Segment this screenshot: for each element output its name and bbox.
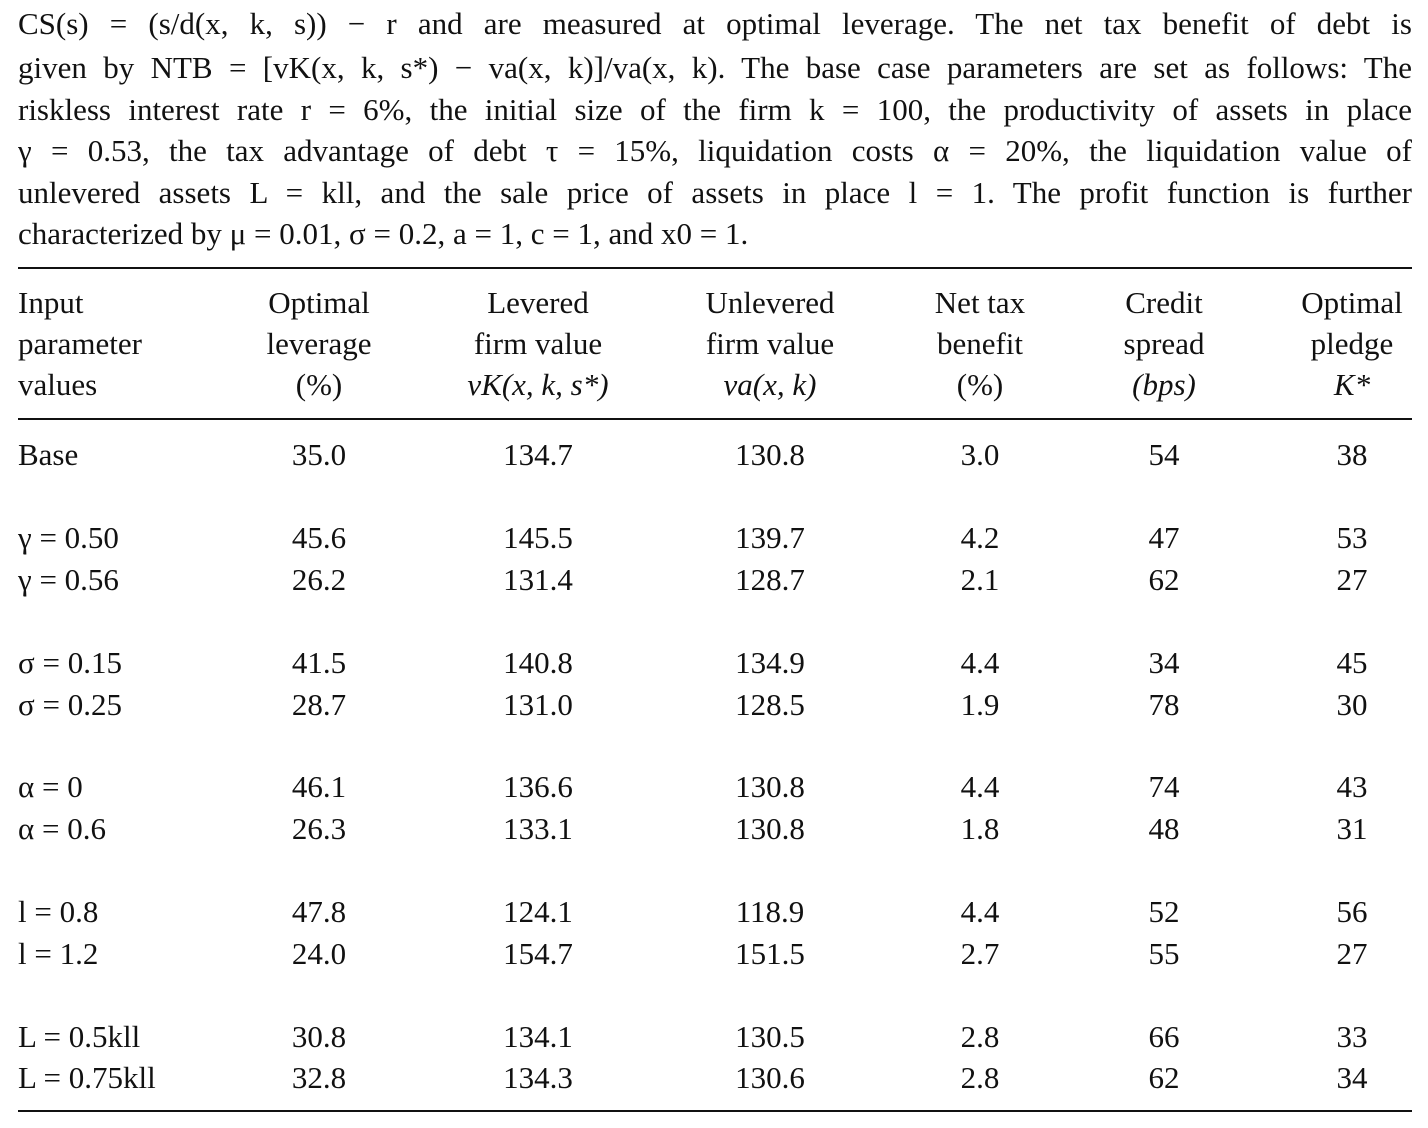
header-unlevered-firm-value: Unlevered firm value va(x, k) <box>705 285 835 402</box>
cell-optimal-pledge: 30 <box>1336 687 1368 722</box>
cell-parameter: l = 1.2 <box>18 936 99 971</box>
cell-parameter: α = 0 <box>18 769 83 804</box>
cell-levered-firm-value: 134.1 <box>503 1019 573 1054</box>
cell-optimal-leverage: 35.0 <box>291 437 347 472</box>
cell-parameter: L = 0.75kll <box>18 1060 156 1095</box>
header-optimal-pledge: Optimal pledge K* <box>1301 285 1403 402</box>
caption-line: CS(s) = (s/d(x, k, s)) − r and are measu… <box>18 6 1412 41</box>
cell-optimal-pledge: 33 <box>1336 1019 1368 1054</box>
cell-optimal-leverage: 45.6 <box>291 520 347 555</box>
cell-unlevered-firm-value: 130.6 <box>735 1060 805 1095</box>
cell-net-tax-benefit: 2.8 <box>960 1060 1000 1095</box>
cell-net-tax-benefit: 4.4 <box>960 645 1000 680</box>
cell-parameter: γ = 0.56 <box>18 562 119 597</box>
cell-parameter: γ = 0.50 <box>18 520 119 555</box>
cell-optimal-leverage: 28.7 <box>291 687 347 722</box>
cell-unlevered-firm-value: 128.5 <box>735 687 805 722</box>
cell-optimal-leverage: 24.0 <box>291 936 347 971</box>
cell-optimal-pledge: 53 <box>1336 520 1368 555</box>
header-optimal-leverage: Optimal leverage (%) <box>266 285 372 402</box>
cell-levered-firm-value: 134.7 <box>503 437 573 472</box>
cell-optimal-pledge: 43 <box>1336 769 1368 804</box>
cell-levered-firm-value: 131.4 <box>503 562 573 597</box>
cell-unlevered-firm-value: 130.8 <box>735 437 805 472</box>
cell-unlevered-firm-value: 128.7 <box>735 562 805 597</box>
header-net-tax-benefit: Net tax benefit (%) <box>934 285 1026 402</box>
caption-line: unlevered assets L = kll, and the sale p… <box>18 175 1412 210</box>
cell-unlevered-firm-value: 130.8 <box>735 769 805 804</box>
cell-net-tax-benefit: 1.8 <box>960 811 1000 846</box>
table-top-rule <box>18 267 1412 269</box>
cell-optimal-pledge: 27 <box>1336 936 1368 971</box>
cell-optimal-leverage: 41.5 <box>291 645 347 680</box>
cell-credit-spread: 78 <box>1148 687 1180 722</box>
cell-levered-firm-value: 145.5 <box>503 520 573 555</box>
cell-credit-spread: 62 <box>1148 562 1180 597</box>
cell-parameter: l = 0.8 <box>18 894 99 929</box>
table-bottom-rule <box>18 1110 1412 1112</box>
cell-credit-spread: 54 <box>1148 437 1180 472</box>
table-header-rule <box>18 418 1412 420</box>
cell-unlevered-firm-value: 134.9 <box>735 645 805 680</box>
cell-net-tax-benefit: 2.7 <box>960 936 1000 971</box>
cell-net-tax-benefit: 4.4 <box>960 769 1000 804</box>
cell-net-tax-benefit: 1.9 <box>960 687 1000 722</box>
cell-parameter: σ = 0.25 <box>18 687 122 722</box>
cell-optimal-pledge: 56 <box>1336 894 1368 929</box>
cell-levered-firm-value: 140.8 <box>503 645 573 680</box>
cell-unlevered-firm-value: 130.5 <box>735 1019 805 1054</box>
caption-line: γ = 0.53, the tax advantage of debt τ = … <box>18 133 1412 168</box>
header-credit-spread: Credit spread (bps) <box>1123 285 1205 402</box>
cell-optimal-leverage: 26.3 <box>291 811 347 846</box>
cell-optimal-pledge: 38 <box>1336 437 1368 472</box>
cell-optimal-pledge: 31 <box>1336 811 1368 846</box>
cell-optimal-pledge: 34 <box>1336 1060 1368 1095</box>
cell-optimal-leverage: 26.2 <box>291 562 347 597</box>
cell-optimal-leverage: 46.1 <box>291 769 347 804</box>
header-levered-firm-value: Levered firm value vK(x, k, s*) <box>467 285 609 402</box>
cell-credit-spread: 62 <box>1148 1060 1180 1095</box>
cell-optimal-pledge: 45 <box>1336 645 1368 680</box>
cell-credit-spread: 34 <box>1148 645 1180 680</box>
cell-unlevered-firm-value: 130.8 <box>735 811 805 846</box>
cell-net-tax-benefit: 2.8 <box>960 1019 1000 1054</box>
cell-levered-firm-value: 124.1 <box>503 894 573 929</box>
cell-levered-firm-value: 154.7 <box>503 936 573 971</box>
cell-credit-spread: 48 <box>1148 811 1180 846</box>
cell-optimal-pledge: 27 <box>1336 562 1368 597</box>
cell-levered-firm-value: 134.3 <box>503 1060 573 1095</box>
cell-optimal-leverage: 32.8 <box>291 1060 347 1095</box>
cell-credit-spread: 47 <box>1148 520 1180 555</box>
cell-credit-spread: 66 <box>1148 1019 1180 1054</box>
cell-unlevered-firm-value: 139.7 <box>735 520 805 555</box>
cell-net-tax-benefit: 4.4 <box>960 894 1000 929</box>
cell-parameter: α = 0.6 <box>18 811 106 846</box>
cell-credit-spread: 74 <box>1148 769 1180 804</box>
caption-line: riskless interest rate r = 6%, the initi… <box>18 92 1412 127</box>
cell-unlevered-firm-value: 118.9 <box>735 894 805 929</box>
cell-levered-firm-value: 136.6 <box>503 769 573 804</box>
cell-optimal-leverage: 47.8 <box>291 894 347 929</box>
cell-optimal-leverage: 30.8 <box>291 1019 347 1054</box>
caption-line: given by NTB = [vK(x, k, s*) − va(x, k)]… <box>18 50 1412 85</box>
cell-levered-firm-value: 131.0 <box>503 687 573 722</box>
cell-parameter: Base <box>18 437 79 472</box>
cell-credit-spread: 52 <box>1148 894 1180 929</box>
header-input-parameter-values: Input parameter values <box>18 285 142 402</box>
cell-net-tax-benefit: 4.2 <box>960 520 1000 555</box>
cell-unlevered-firm-value: 151.5 <box>735 936 805 971</box>
cell-net-tax-benefit: 2.1 <box>960 562 1000 597</box>
cell-levered-firm-value: 133.1 <box>503 811 573 846</box>
cell-parameter: σ = 0.15 <box>18 645 122 680</box>
cell-credit-spread: 55 <box>1148 936 1180 971</box>
caption-line: characterized by μ = 0.01, σ = 0.2, a = … <box>18 216 749 251</box>
cell-net-tax-benefit: 3.0 <box>960 437 1000 472</box>
cell-parameter: L = 0.5kll <box>18 1019 141 1054</box>
